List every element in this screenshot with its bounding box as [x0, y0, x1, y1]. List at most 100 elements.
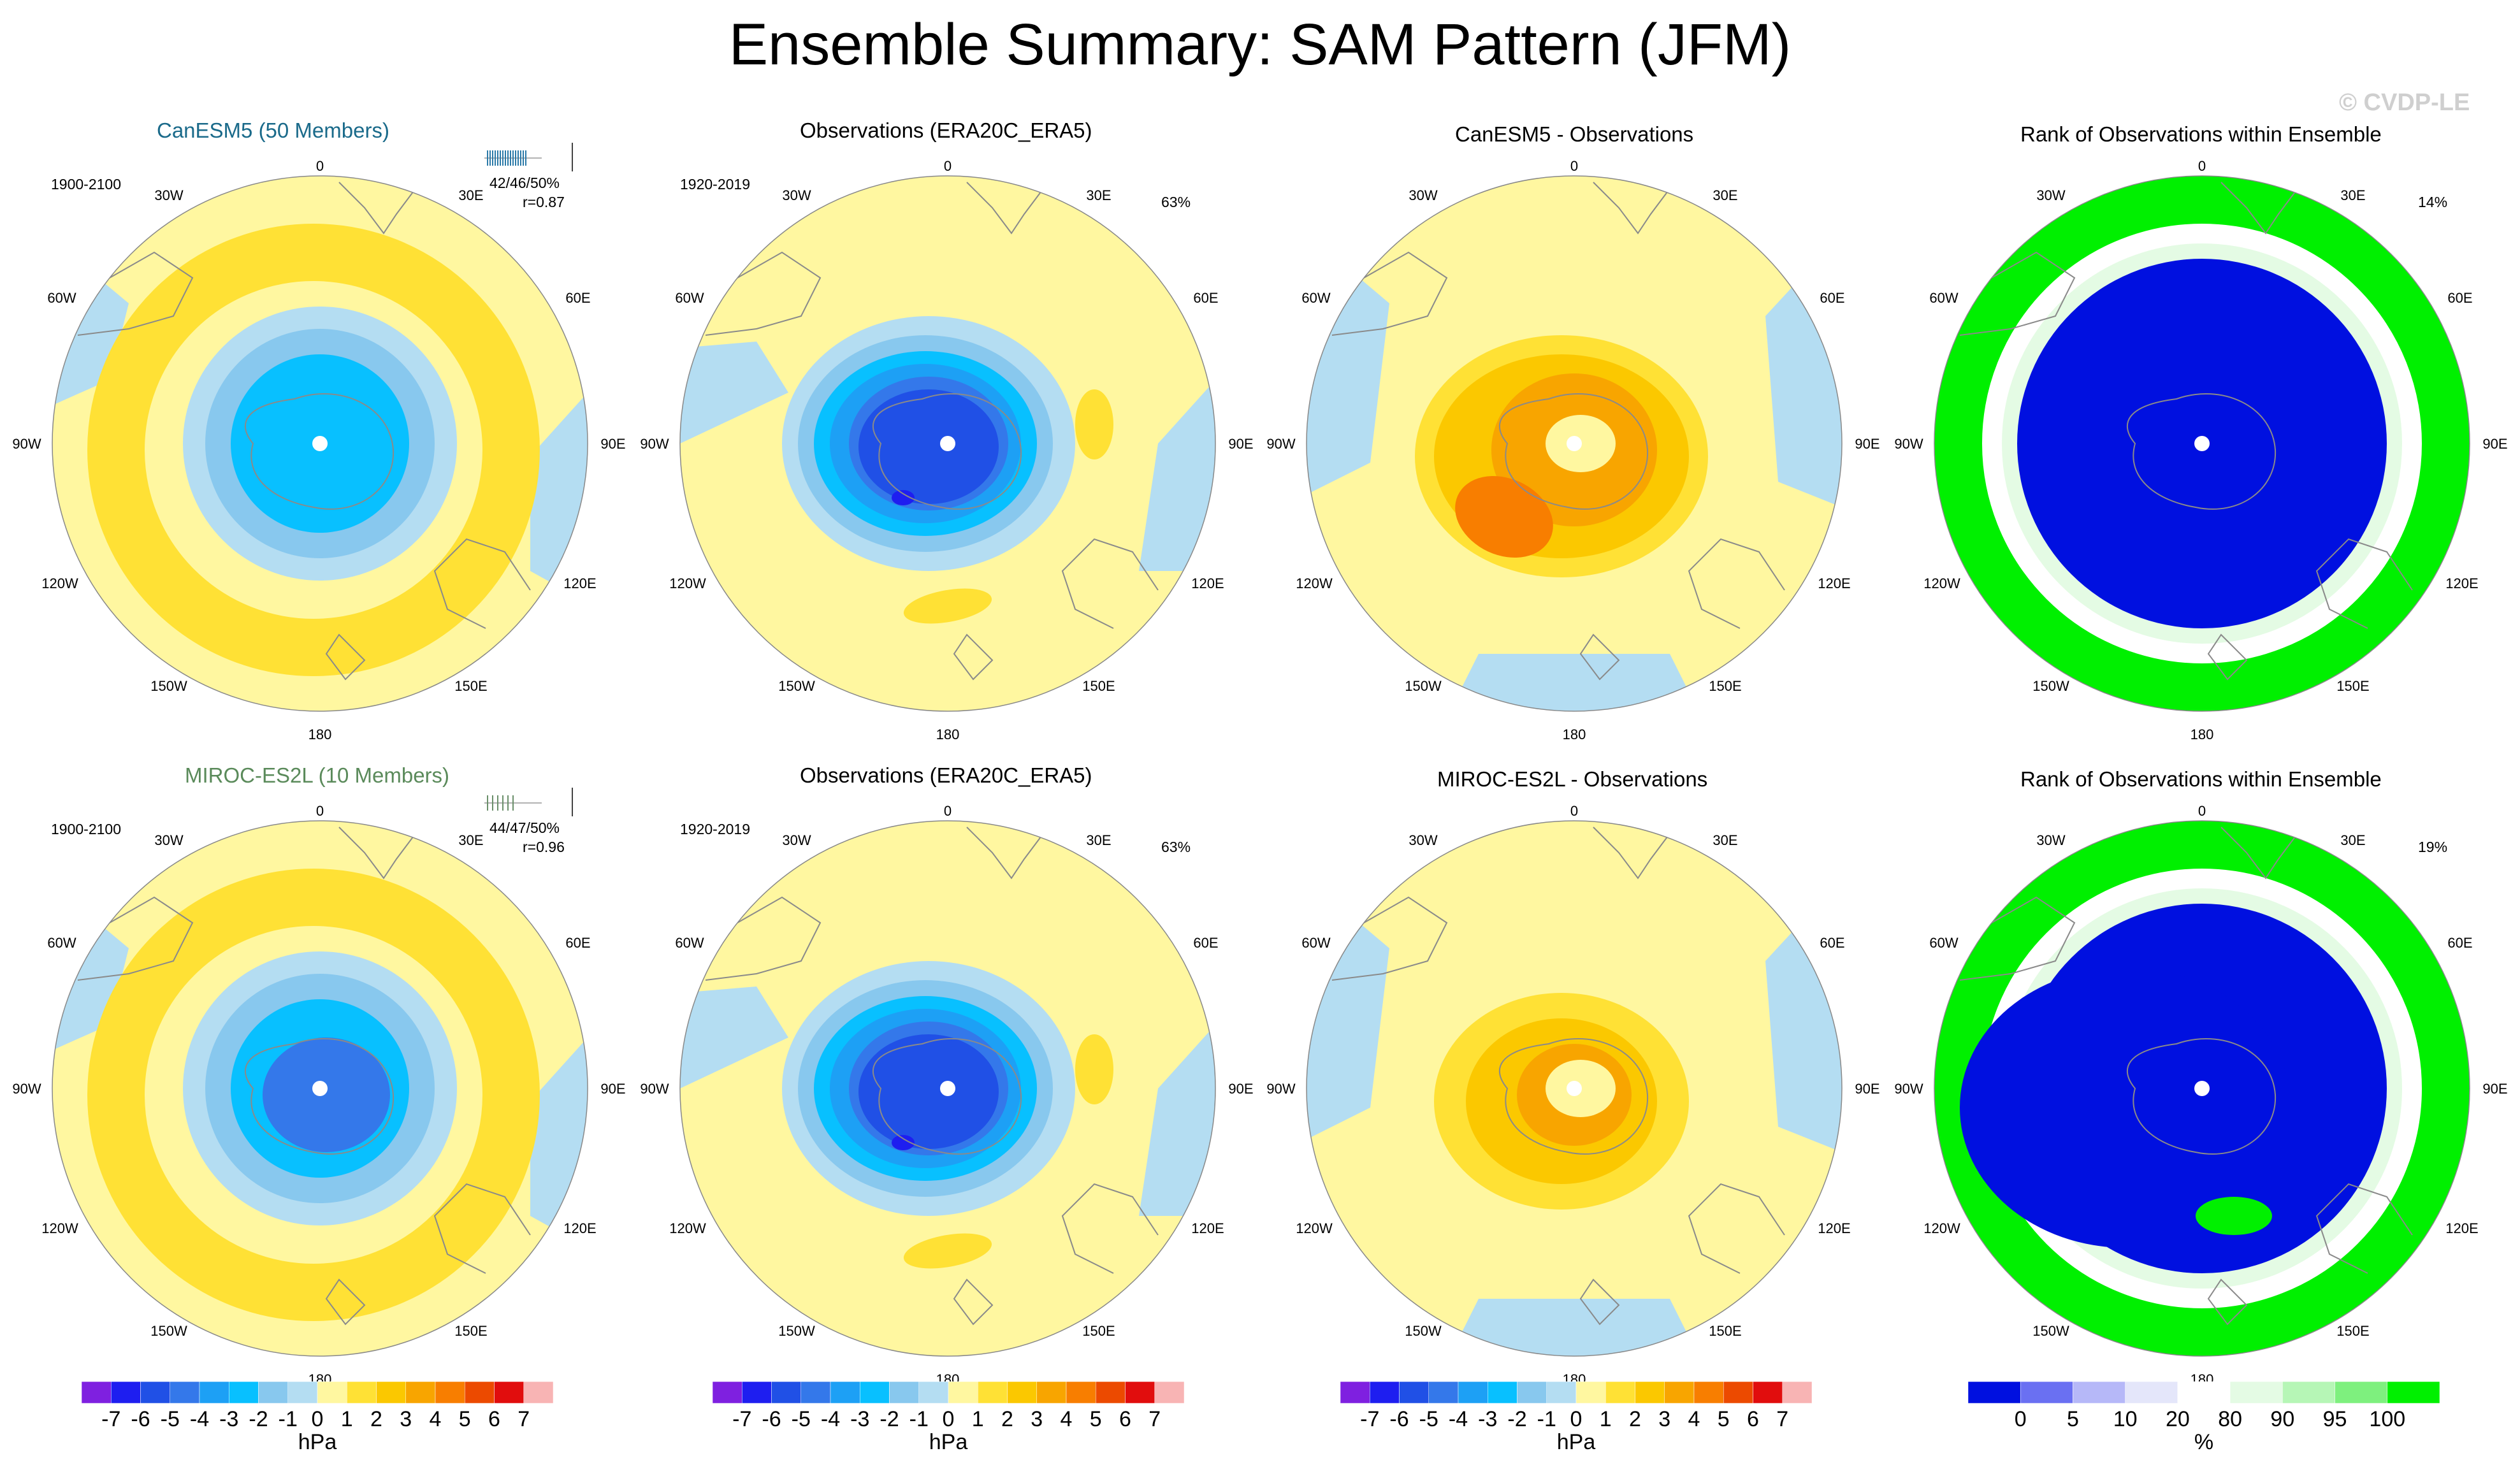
colorbar-hpa-box-0-13	[465, 1381, 495, 1404]
colorbar-hpa-tick-0-11: 4	[430, 1407, 442, 1431]
colorbar-hpa-tick-2-4: -3	[1478, 1407, 1497, 1431]
colorbar-rank-tick-0: 0	[2015, 1407, 2027, 1431]
colorbar-hpa-box-1-10	[1007, 1381, 1037, 1404]
new-zealand-outline-4	[325, 1278, 366, 1326]
colorbar-hpa-tick-2-9: 2	[1629, 1407, 1641, 1431]
new-zealand-outline-5	[953, 1278, 994, 1326]
colorbar-rank-tick-1: 5	[2067, 1407, 2079, 1431]
australia-outline-4	[433, 1183, 531, 1274]
lon-label-upper_left-3: 30W	[2036, 187, 2065, 203]
lon-label-upper_left-2: 30W	[1408, 187, 1437, 203]
map-border-3	[1934, 175, 2470, 712]
pole-dot-1	[940, 436, 955, 451]
colorbar-rank-box-6	[2282, 1381, 2335, 1404]
row2-rank-percent: 19%	[2418, 839, 2448, 855]
colorbar-rank-tick-4: 80	[2218, 1407, 2242, 1431]
positive-4-2	[1455, 475, 1553, 558]
colorbar-hpa-box-2-13	[1723, 1381, 1753, 1404]
south-america-outline-6	[1331, 896, 1448, 981]
australia-outline-6	[1688, 1183, 1785, 1274]
colorbar-hpa-box-0-7	[287, 1381, 318, 1404]
colorbar-hpa-unit-0: hPa	[298, 1430, 337, 1454]
pole-dot-6	[1567, 1081, 1582, 1096]
antarctica-outline-5	[872, 1038, 1022, 1155]
map-border-5	[679, 820, 1216, 1357]
row2-difference-title: MIROC-ES2L - Observations	[1437, 767, 1708, 791]
map-border-0	[52, 175, 588, 712]
colorbar-rank-tick-2: 10	[2113, 1407, 2138, 1431]
south-america-outline-0	[77, 251, 194, 336]
map-panel-7	[1934, 821, 2470, 1356]
new-zealand-outline-7	[2207, 1278, 2248, 1326]
colorbar-rank-box-1	[2020, 1381, 2073, 1404]
negative-7-5	[892, 1135, 915, 1150]
pole-dot-7	[2194, 1081, 2210, 1096]
row1-ensemble-corr: r=0.87	[523, 194, 565, 210]
map-border-1	[679, 175, 1216, 712]
lon-label-mid_lower_right-1: 120E	[1191, 575, 1224, 591]
lon-label-mid_lower_right-3: 120E	[2445, 575, 2478, 591]
lon-label-mid_lower_left-1: 120W	[669, 575, 706, 591]
map-panel-4	[52, 821, 588, 1356]
map-border-7	[1934, 820, 2470, 1357]
lon-label-upper_right-7: 30E	[2340, 832, 2365, 848]
australia-outline-1	[1061, 538, 1159, 629]
colorbar-hpa-box-1-1	[742, 1381, 772, 1404]
colorbar-rank-box-4	[2177, 1381, 2231, 1404]
colorbar-hpa-box-2-1	[1370, 1381, 1400, 1404]
map-panel-5	[680, 821, 1215, 1356]
colorbar-hpa-box-2-2	[1399, 1381, 1429, 1404]
australia-outline-2	[1688, 538, 1785, 629]
colorbar-rank-tick-3: 20	[2166, 1407, 2190, 1431]
colorbar-hpa-tick-1-2: -5	[792, 1407, 811, 1431]
lon-label-left-3: 90W	[1894, 436, 1923, 452]
colorbar-hpa-tick-2-1: -6	[1389, 1407, 1408, 1431]
lon-label-mid_lower_left-7: 120W	[1923, 1220, 1960, 1236]
lon-label-left-0: 90W	[12, 436, 41, 452]
africa-outline-5	[966, 827, 1044, 879]
map-panel-0	[52, 176, 588, 711]
lon-label-right-3: 90E	[2482, 436, 2507, 452]
south-america-outline-3	[1959, 251, 2076, 336]
lon-label-top-2: 0	[1570, 158, 1578, 174]
rank-mid-ring-3	[2002, 243, 2402, 644]
antarctica-outline-3	[2126, 393, 2277, 510]
lon-label-lower_right-0: 150E	[454, 678, 487, 694]
lon-label-mid_upper_left-4: 60W	[47, 935, 76, 951]
colorbar-hpa-box-1-2	[771, 1381, 801, 1404]
lon-label-mid_upper_right-2: 60E	[1820, 290, 1844, 306]
colorbar-hpa-tick-2-12: 5	[1718, 1407, 1730, 1431]
lon-label-mid_lower_left-0: 120W	[41, 575, 78, 591]
row1-difference-title: CanESM5 - Observations	[1455, 122, 1694, 146]
colorbar-hpa-tick-0-1: -6	[131, 1407, 150, 1431]
lon-label-lower_left-5: 150W	[778, 1323, 815, 1339]
colorbar-hpa-tick-0-7: 0	[312, 1407, 324, 1431]
map-panel-2	[1307, 176, 1842, 711]
colorbar-hpa-box-0-15	[523, 1381, 554, 1404]
lon-label-upper_left-6: 30W	[1408, 832, 1437, 848]
lon-label-mid_upper_right-0: 60E	[565, 290, 590, 306]
colorbar-hpa-tick-0-5: -2	[249, 1407, 268, 1431]
antarctica-outline-7	[2126, 1038, 2277, 1155]
positive-blob-s-5	[903, 1233, 992, 1269]
antarctica-outline-6	[1498, 1038, 1649, 1155]
lon-label-mid_upper_left-0: 60W	[47, 290, 76, 306]
ocean-light-s-6	[1447, 1299, 1702, 1356]
colorbar-rank-box-5	[2229, 1381, 2283, 1404]
negative-6-1	[858, 389, 999, 504]
lon-label-mid_upper_right-3: 60E	[2447, 290, 2472, 306]
colorbar-hpa-tick-2-10: 3	[1658, 1407, 1670, 1431]
australia-outline-7	[2315, 1183, 2413, 1274]
row2-observations-percent: 63%	[1161, 839, 1191, 855]
colorbar-hpa-box-1-7	[918, 1381, 949, 1404]
row1-observations-percent: 63%	[1161, 194, 1191, 210]
row2-ensemble-corr: r=0.96	[523, 839, 565, 855]
lon-label-top-5: 0	[944, 803, 952, 819]
row2-observations-title: Observations (ERA20C_ERA5)	[800, 763, 1092, 787]
lon-label-bottom-2: 180	[1563, 726, 1586, 742]
lon-label-right-1: 90E	[1228, 436, 1253, 452]
colorbar-hpa-box-2-14	[1753, 1381, 1783, 1404]
lon-label-mid_upper_left-3: 60W	[1929, 290, 1958, 306]
colorbar-hpa-tick-2-0: -7	[1360, 1407, 1379, 1431]
colorbar-hpa-tick-0-2: -5	[161, 1407, 180, 1431]
